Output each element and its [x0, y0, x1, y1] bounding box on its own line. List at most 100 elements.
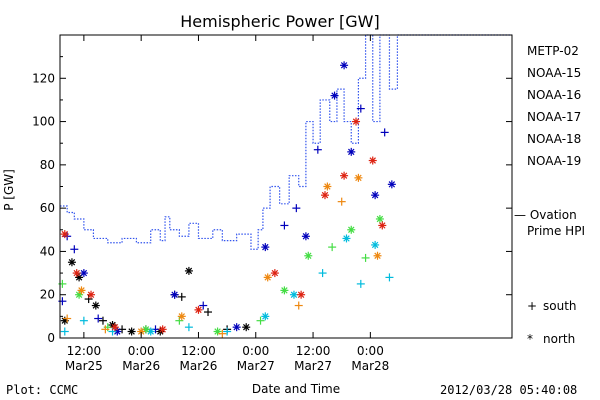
north-point [304, 251, 313, 260]
plot-timestamp: 2012/03/28 05:40:08 [440, 383, 578, 397]
north-point [340, 61, 349, 70]
x-tick-label-time: 0:00 [242, 344, 269, 358]
y-tick-label: 60 [40, 201, 55, 215]
south-point [356, 104, 365, 113]
north-point [320, 191, 329, 200]
south-point [361, 253, 370, 262]
ovation-step-line [60, 34, 512, 250]
north-point [67, 258, 76, 267]
x-axis-label: Date and Time [252, 382, 340, 396]
north-point [261, 312, 270, 321]
north-point [77, 286, 86, 295]
plot-credit: Plot: CCMC [6, 383, 79, 397]
south-point [199, 301, 208, 310]
north-point [213, 327, 222, 336]
south-point [70, 245, 79, 254]
north-point [375, 214, 384, 223]
legend-item-noaa-19: NOAA-19 [527, 154, 581, 168]
south-point [380, 128, 389, 137]
south-point [60, 327, 69, 336]
y-ticks: 0 20 40 60 80 100 120 [32, 56, 512, 345]
north-point [91, 301, 100, 310]
south-point [223, 327, 232, 336]
north-point [301, 232, 310, 241]
north-point [261, 243, 270, 252]
y-tick-label: 80 [40, 158, 55, 172]
north-point [371, 240, 380, 249]
north-point [110, 323, 119, 332]
y-tick-label: 20 [40, 288, 55, 302]
south-point [313, 145, 322, 154]
north-point [170, 290, 179, 299]
south-point [337, 197, 346, 206]
y-axis-label: P [GW] [2, 169, 16, 211]
south-point [318, 269, 327, 278]
south-point [292, 204, 301, 213]
x-tick-label-time: 0:00 [128, 344, 155, 358]
x-tick-label-date: Mar28 [351, 359, 389, 373]
x-tick-label-date: Mar27 [294, 359, 332, 373]
x-tick-label-date: Mar26 [122, 359, 160, 373]
marker-key: + south * north [527, 299, 577, 346]
marker-key-north-symbol: * [527, 332, 533, 346]
south-point [98, 316, 107, 325]
y-tick-label: 40 [40, 244, 55, 258]
north-point [352, 117, 361, 126]
legend-item-noaa-15: NOAA-15 [527, 66, 581, 80]
north-point [79, 269, 88, 278]
north-point [368, 156, 377, 165]
x-tick-label-time: 12:00 [181, 344, 216, 358]
south-point [294, 301, 303, 310]
legend: METP-02 NOAA-15 NOAA-16 NOAA-17 NOAA-18 … [514, 44, 585, 238]
north-point [72, 269, 81, 278]
north-point [342, 234, 351, 243]
north-point [387, 180, 396, 189]
legend-item-metp-02: METP-02 [527, 44, 579, 58]
x-tick-label-time: 12:00 [296, 344, 331, 358]
north-point [297, 290, 306, 299]
north-point [184, 266, 193, 275]
south-point [218, 329, 227, 338]
north-point [340, 171, 349, 180]
north-point [87, 290, 96, 299]
x-tick-label-date: Mar25 [65, 359, 103, 373]
north-point [137, 327, 146, 336]
north-point [127, 327, 136, 336]
marker-key-south-label: south [543, 299, 577, 313]
south-point [356, 279, 365, 288]
north-point [232, 323, 241, 332]
north-point [289, 290, 298, 299]
north-point [373, 251, 382, 260]
north-point [280, 286, 289, 295]
chart-title: Hemispheric Power [GW] [180, 12, 379, 31]
x-tick-label-time: 0:00 [357, 344, 384, 358]
legend-item-noaa-16: NOAA-16 [527, 88, 581, 102]
x-tick-label-date: Mar26 [180, 359, 218, 373]
legend-item-noaa-18: NOAA-18 [527, 132, 581, 146]
south-point [328, 243, 337, 252]
north-point [177, 312, 186, 321]
north-point [354, 173, 363, 182]
south-point [256, 316, 265, 325]
south-point [280, 221, 289, 230]
south-point [63, 314, 72, 323]
marker-key-south-symbol: + [527, 299, 537, 313]
south-point [94, 314, 103, 323]
north-point [347, 225, 356, 234]
y-tick-label: 0 [47, 331, 55, 345]
y-tick-label: 100 [32, 115, 55, 129]
legend-item-ovation-line1: — Ovation [514, 208, 577, 222]
legend-item-noaa-17: NOAA-17 [527, 110, 581, 124]
satellite-points [58, 61, 396, 338]
south-point [177, 292, 186, 301]
ovation-hpi-line [60, 34, 512, 250]
x-tick-label-date: Mar27 [237, 359, 275, 373]
south-point [184, 323, 193, 332]
north-point [378, 221, 387, 230]
x-tick-label-time: 12:00 [67, 344, 102, 358]
y-tick-label: 120 [32, 71, 55, 85]
north-point [323, 182, 332, 191]
north-point [347, 147, 356, 156]
south-point [79, 316, 88, 325]
